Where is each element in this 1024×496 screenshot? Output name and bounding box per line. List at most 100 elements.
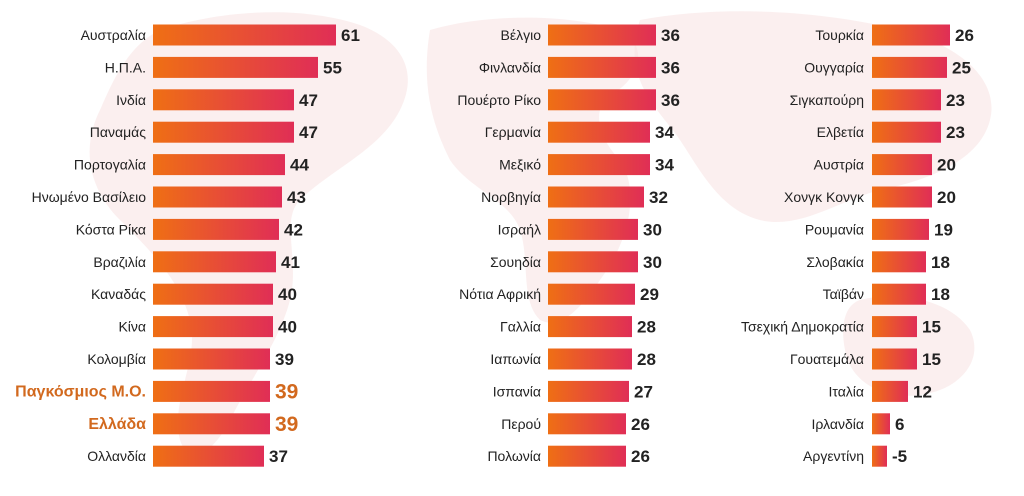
value-label: 23 bbox=[946, 91, 965, 110]
category-label: Περού bbox=[501, 416, 541, 432]
category-label: Κολομβία bbox=[87, 351, 146, 367]
bar bbox=[153, 413, 270, 435]
bar bbox=[872, 24, 950, 46]
bar bbox=[153, 445, 264, 467]
bar-row: Ελβετία 23 bbox=[817, 121, 965, 143]
bar bbox=[872, 413, 890, 435]
bar bbox=[548, 89, 656, 111]
value-label: 26 bbox=[631, 447, 650, 466]
value-label: 34 bbox=[655, 123, 674, 142]
value-label: 28 bbox=[637, 350, 656, 369]
value-label: 30 bbox=[643, 220, 662, 239]
value-label: 39 bbox=[275, 413, 298, 436]
bar bbox=[153, 154, 285, 176]
bar-row: Μεξικό 34 bbox=[499, 154, 674, 176]
category-label: Φινλανδία bbox=[479, 59, 541, 75]
category-label: Ηνωμένο Βασίλειο bbox=[32, 189, 147, 205]
bar bbox=[872, 251, 926, 273]
category-label: Ισπανία bbox=[493, 383, 541, 399]
bar-row: Ταϊβάν 18 bbox=[823, 283, 950, 305]
value-label: 15 bbox=[922, 318, 941, 337]
bar bbox=[548, 445, 626, 467]
bar bbox=[153, 283, 273, 305]
bar-row: Γουατεμάλα 15 bbox=[790, 348, 941, 370]
value-label: 41 bbox=[281, 253, 300, 272]
category-label: Βέλγιο bbox=[501, 27, 542, 43]
value-label: 15 bbox=[922, 350, 941, 369]
bar-row: Τουρκία 26 bbox=[815, 24, 974, 46]
bar bbox=[872, 56, 947, 78]
bar bbox=[548, 348, 632, 370]
category-label: Παγκόσμιος Μ.Ο. bbox=[15, 383, 146, 400]
bar bbox=[153, 121, 294, 143]
bar-row: Παναμάς 47 bbox=[90, 121, 318, 143]
value-label: 28 bbox=[637, 318, 656, 337]
bar-row: Νότια Αφρική 29 bbox=[459, 283, 659, 305]
category-label: Ταϊβάν bbox=[823, 286, 864, 302]
bar-row: Ρουμανία 19 bbox=[805, 218, 953, 240]
bar bbox=[548, 380, 629, 402]
value-label: 39 bbox=[275, 350, 294, 369]
bar bbox=[872, 154, 932, 176]
value-label: 34 bbox=[655, 156, 674, 175]
value-label: 40 bbox=[278, 285, 297, 304]
bar-row: Κίνα 40 bbox=[118, 316, 297, 338]
bar-row: Πορτογαλία 44 bbox=[74, 154, 309, 176]
category-label: Κόστα Ρίκα bbox=[76, 221, 146, 237]
bar bbox=[548, 218, 638, 240]
value-label: 25 bbox=[952, 58, 971, 77]
category-label: Η.Π.Α. bbox=[105, 59, 146, 75]
bar-row: Ιαπωνία 28 bbox=[490, 348, 656, 370]
category-label: Πολωνία bbox=[487, 448, 541, 464]
bar bbox=[548, 186, 644, 208]
category-label: Καναδάς bbox=[91, 286, 146, 302]
category-label: Ισραήλ bbox=[498, 221, 541, 237]
bar bbox=[548, 121, 650, 143]
bar bbox=[872, 348, 917, 370]
value-label: 36 bbox=[661, 91, 680, 110]
value-label: 61 bbox=[341, 26, 360, 45]
value-label: 20 bbox=[937, 156, 956, 175]
bar bbox=[548, 316, 632, 338]
bar-row: Γερμανία 34 bbox=[485, 121, 674, 143]
category-label: Γερμανία bbox=[485, 124, 541, 140]
value-label: -5 bbox=[892, 447, 907, 466]
category-label: Αυστρία bbox=[814, 157, 864, 173]
bar bbox=[548, 56, 656, 78]
category-label: Ιταλία bbox=[828, 383, 864, 399]
category-label: Γαλλία bbox=[500, 319, 541, 335]
category-label: Νότια Αφρική bbox=[459, 286, 541, 302]
bar bbox=[153, 186, 282, 208]
category-label: Ινδία bbox=[116, 92, 146, 108]
bar-row: Πολωνία 26 bbox=[487, 445, 650, 467]
category-label: Κίνα bbox=[118, 319, 146, 335]
bar-row: Ηνωμένο Βασίλειο 43 bbox=[32, 186, 306, 208]
category-label: Μεξικό bbox=[499, 157, 541, 173]
bar-row: Νορβηγία 32 bbox=[481, 186, 668, 208]
value-label: 19 bbox=[934, 220, 953, 239]
bar-row: Αργεντίνη -5 bbox=[803, 445, 907, 467]
bar-row: Σουηδία 30 bbox=[490, 251, 662, 273]
category-label: Χονγκ Κονγκ bbox=[784, 189, 865, 205]
value-label: 47 bbox=[299, 91, 318, 110]
category-label: Ελβετία bbox=[817, 124, 864, 140]
category-label: Αυστραλία bbox=[81, 27, 146, 43]
value-label: 43 bbox=[287, 188, 306, 207]
value-label: 26 bbox=[631, 415, 650, 434]
bar bbox=[548, 251, 638, 273]
category-label: Αργεντίνη bbox=[803, 448, 864, 464]
category-label: Σλοβακία bbox=[806, 254, 864, 270]
bar-row: Ελλάδα 39 bbox=[88, 413, 298, 436]
bar-row: Βραζιλία 41 bbox=[93, 251, 300, 273]
bar bbox=[548, 24, 656, 46]
bar-row: Χονγκ Κονγκ 20 bbox=[784, 186, 956, 208]
category-label: Ιρλανδία bbox=[812, 416, 864, 432]
value-label: 20 bbox=[937, 188, 956, 207]
value-label: 42 bbox=[284, 220, 303, 239]
category-label: Ολλανδία bbox=[87, 448, 146, 464]
bar bbox=[548, 154, 650, 176]
bar bbox=[548, 283, 635, 305]
value-label: 23 bbox=[946, 123, 965, 142]
category-label: Παναμάς bbox=[90, 124, 146, 140]
bar bbox=[153, 218, 279, 240]
